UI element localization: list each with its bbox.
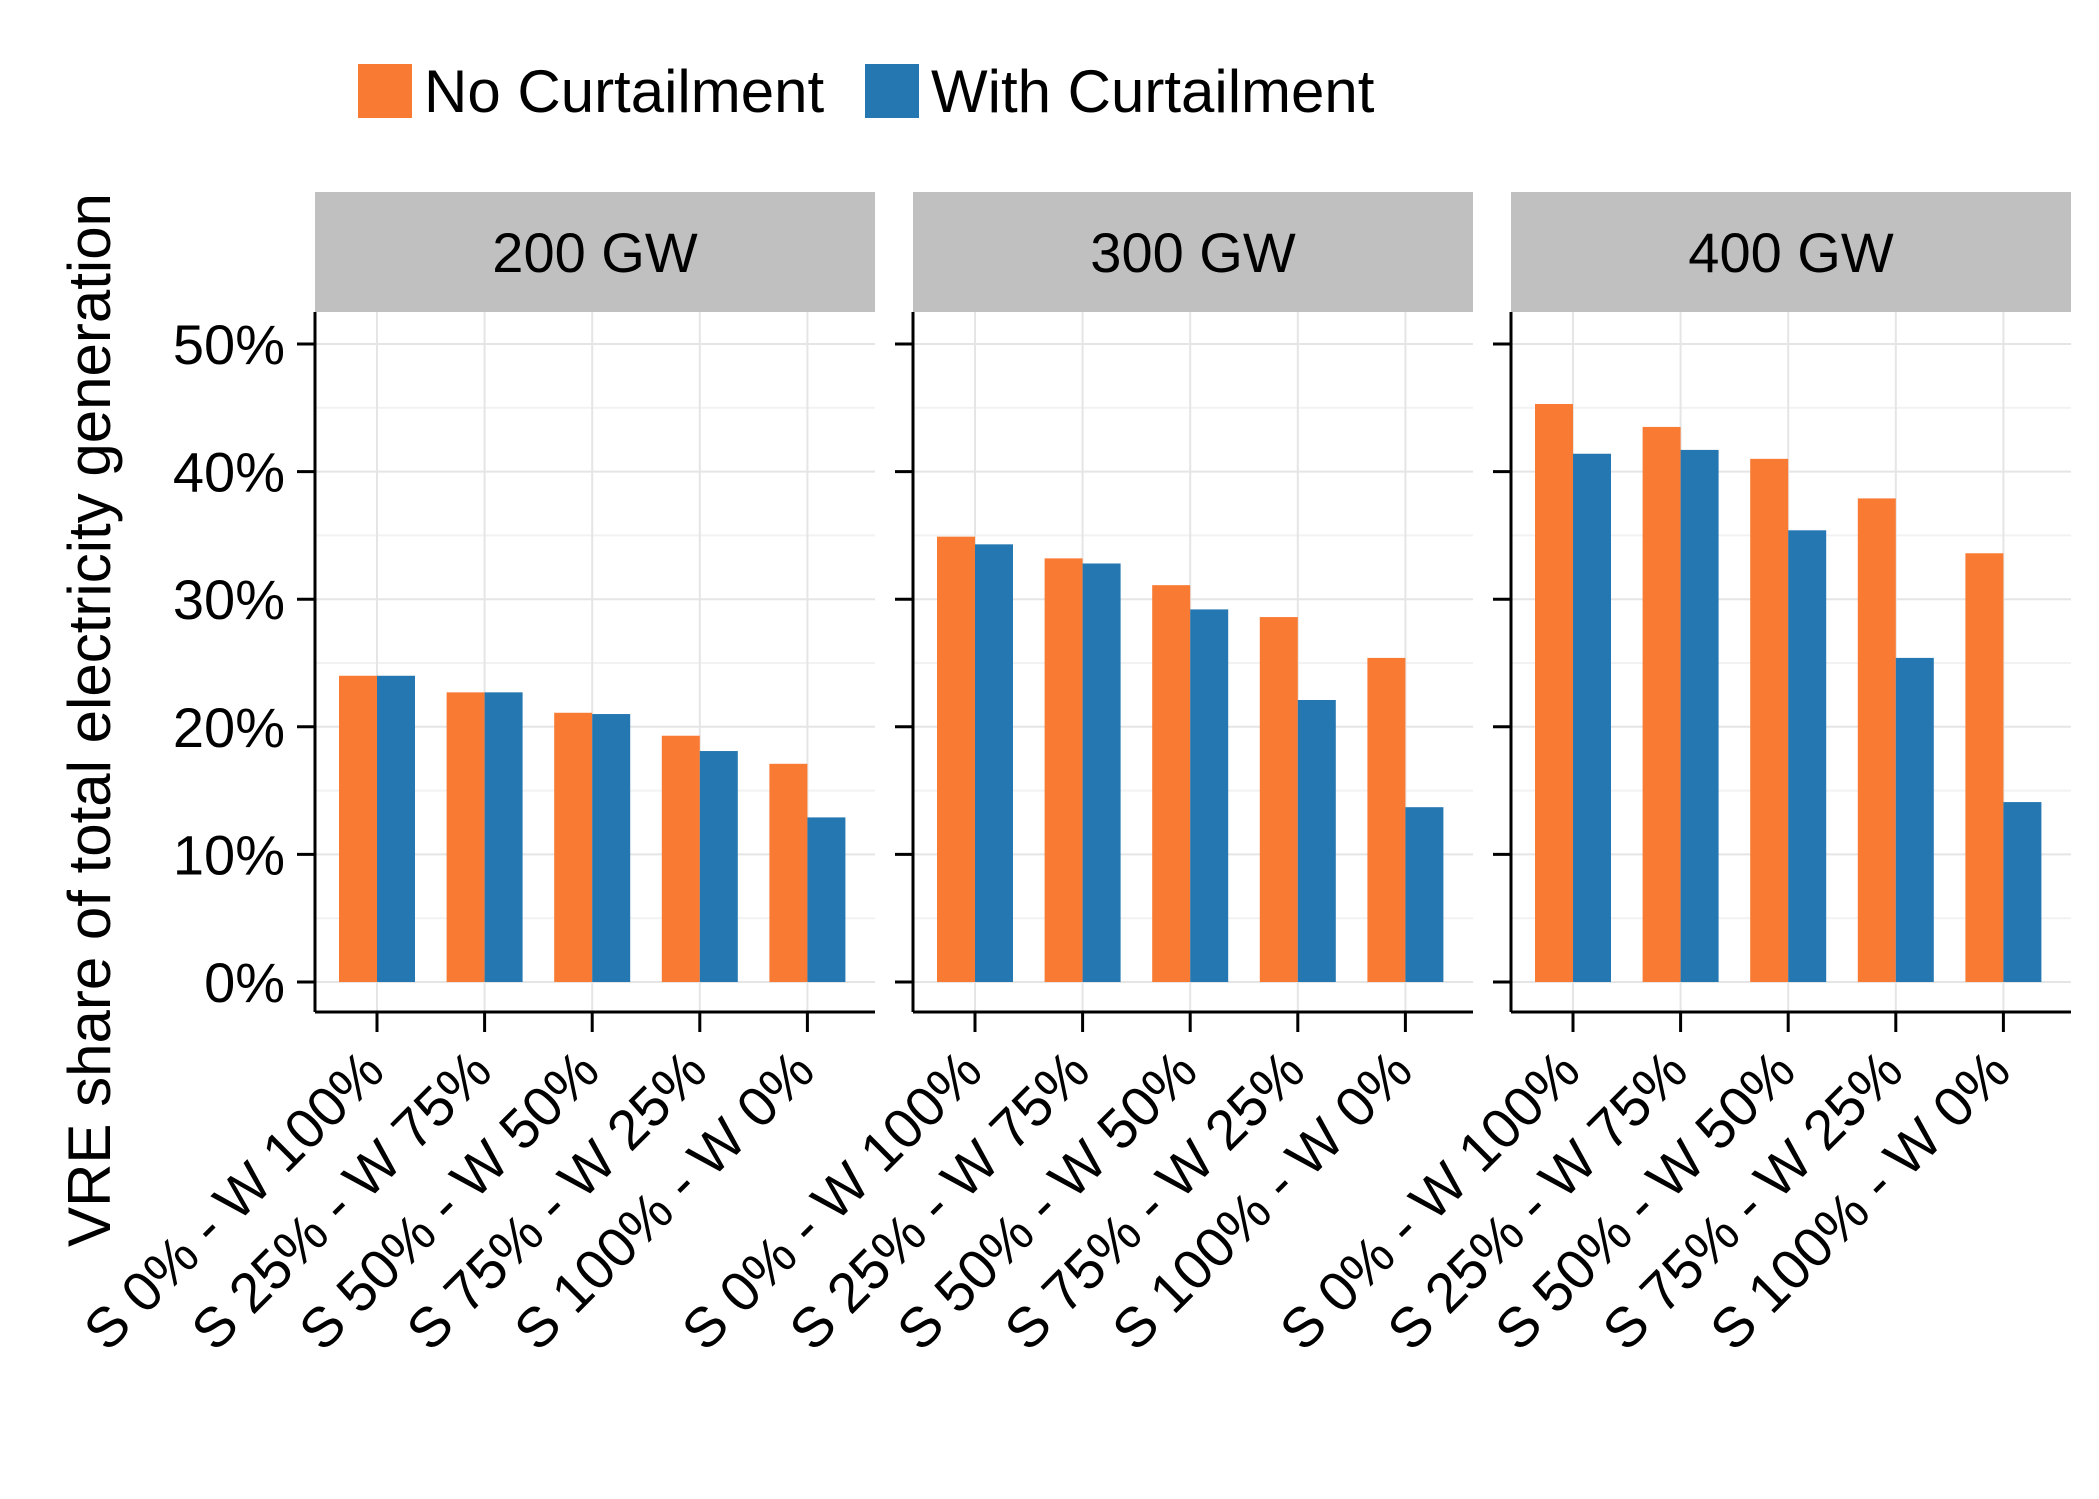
- bar-no-curtailment-5: [1965, 553, 2004, 982]
- y-tick-label: 40%: [173, 441, 285, 504]
- bar-with-curtailment-1: [975, 544, 1013, 982]
- bar-with-curtailment-3: [592, 714, 631, 982]
- bar-no-curtailment-3: [1750, 458, 1789, 983]
- facet-strip-label: 300 GW: [1090, 221, 1296, 284]
- bar-with-curtailment-5: [2003, 802, 2042, 982]
- facet-panel-1: 200 GWS 0% - W 100%S 25% - W 75%S 50% - …: [71, 192, 875, 1362]
- legend-swatch-with-curtailment: [865, 64, 919, 118]
- bar-no-curtailment-1: [937, 536, 975, 982]
- bar-with-curtailment-5: [807, 817, 846, 982]
- bar-no-curtailment-2: [446, 692, 485, 982]
- y-tick-label: 30%: [173, 568, 285, 631]
- bar-with-curtailment-3: [1788, 530, 1827, 982]
- y-tick-label: 10%: [173, 823, 285, 886]
- bar-with-curtailment-1: [377, 675, 415, 982]
- facet-strip: [315, 192, 875, 312]
- bar-no-curtailment-3: [1152, 585, 1191, 982]
- bar-with-curtailment-4: [1297, 700, 1336, 982]
- bar-no-curtailment-2: [1044, 558, 1083, 982]
- legend-swatch-no-curtailment: [358, 64, 412, 118]
- facet-strip-label: 400 GW: [1688, 221, 1894, 284]
- bar-no-curtailment-3: [554, 712, 593, 982]
- bar-with-curtailment-4: [699, 751, 738, 982]
- bar-with-curtailment-2: [1680, 449, 1719, 983]
- bar-no-curtailment-5: [1367, 657, 1406, 982]
- bar-no-curtailment-1: [1535, 403, 1573, 982]
- bar-with-curtailment-4: [1895, 657, 1934, 982]
- bar-no-curtailment-1: [339, 675, 377, 982]
- bar-with-curtailment-5: [1405, 807, 1444, 982]
- legend-label-with-curtailment: With Curtailment: [931, 58, 1375, 125]
- bar-with-curtailment-3: [1190, 609, 1229, 982]
- legend: No Curtailment With Curtailment: [358, 58, 1375, 125]
- bar-no-curtailment-4: [661, 735, 700, 982]
- bar-no-curtailment-4: [1857, 498, 1896, 982]
- y-axis-title: VRE share of total electricity generatio…: [56, 193, 123, 1247]
- facet-panels: 200 GWS 0% - W 100%S 25% - W 75%S 50% - …: [71, 192, 2071, 1362]
- facet-strip-label: 200 GW: [492, 221, 698, 284]
- facet-strip: [1511, 192, 2071, 312]
- bar-no-curtailment-4: [1259, 617, 1298, 982]
- bar-with-curtailment-2: [1082, 563, 1121, 982]
- facet-strip: [913, 192, 1473, 312]
- legend-label-no-curtailment: No Curtailment: [424, 58, 824, 125]
- y-tick-label: 0%: [204, 951, 285, 1014]
- bar-with-curtailment-2: [484, 692, 523, 982]
- bar-no-curtailment-2: [1642, 426, 1681, 982]
- bar-no-curtailment-5: [769, 763, 808, 982]
- y-tick-label: 50%: [173, 313, 285, 376]
- y-tick-label: 20%: [173, 696, 285, 759]
- bar-with-curtailment-1: [1573, 453, 1611, 983]
